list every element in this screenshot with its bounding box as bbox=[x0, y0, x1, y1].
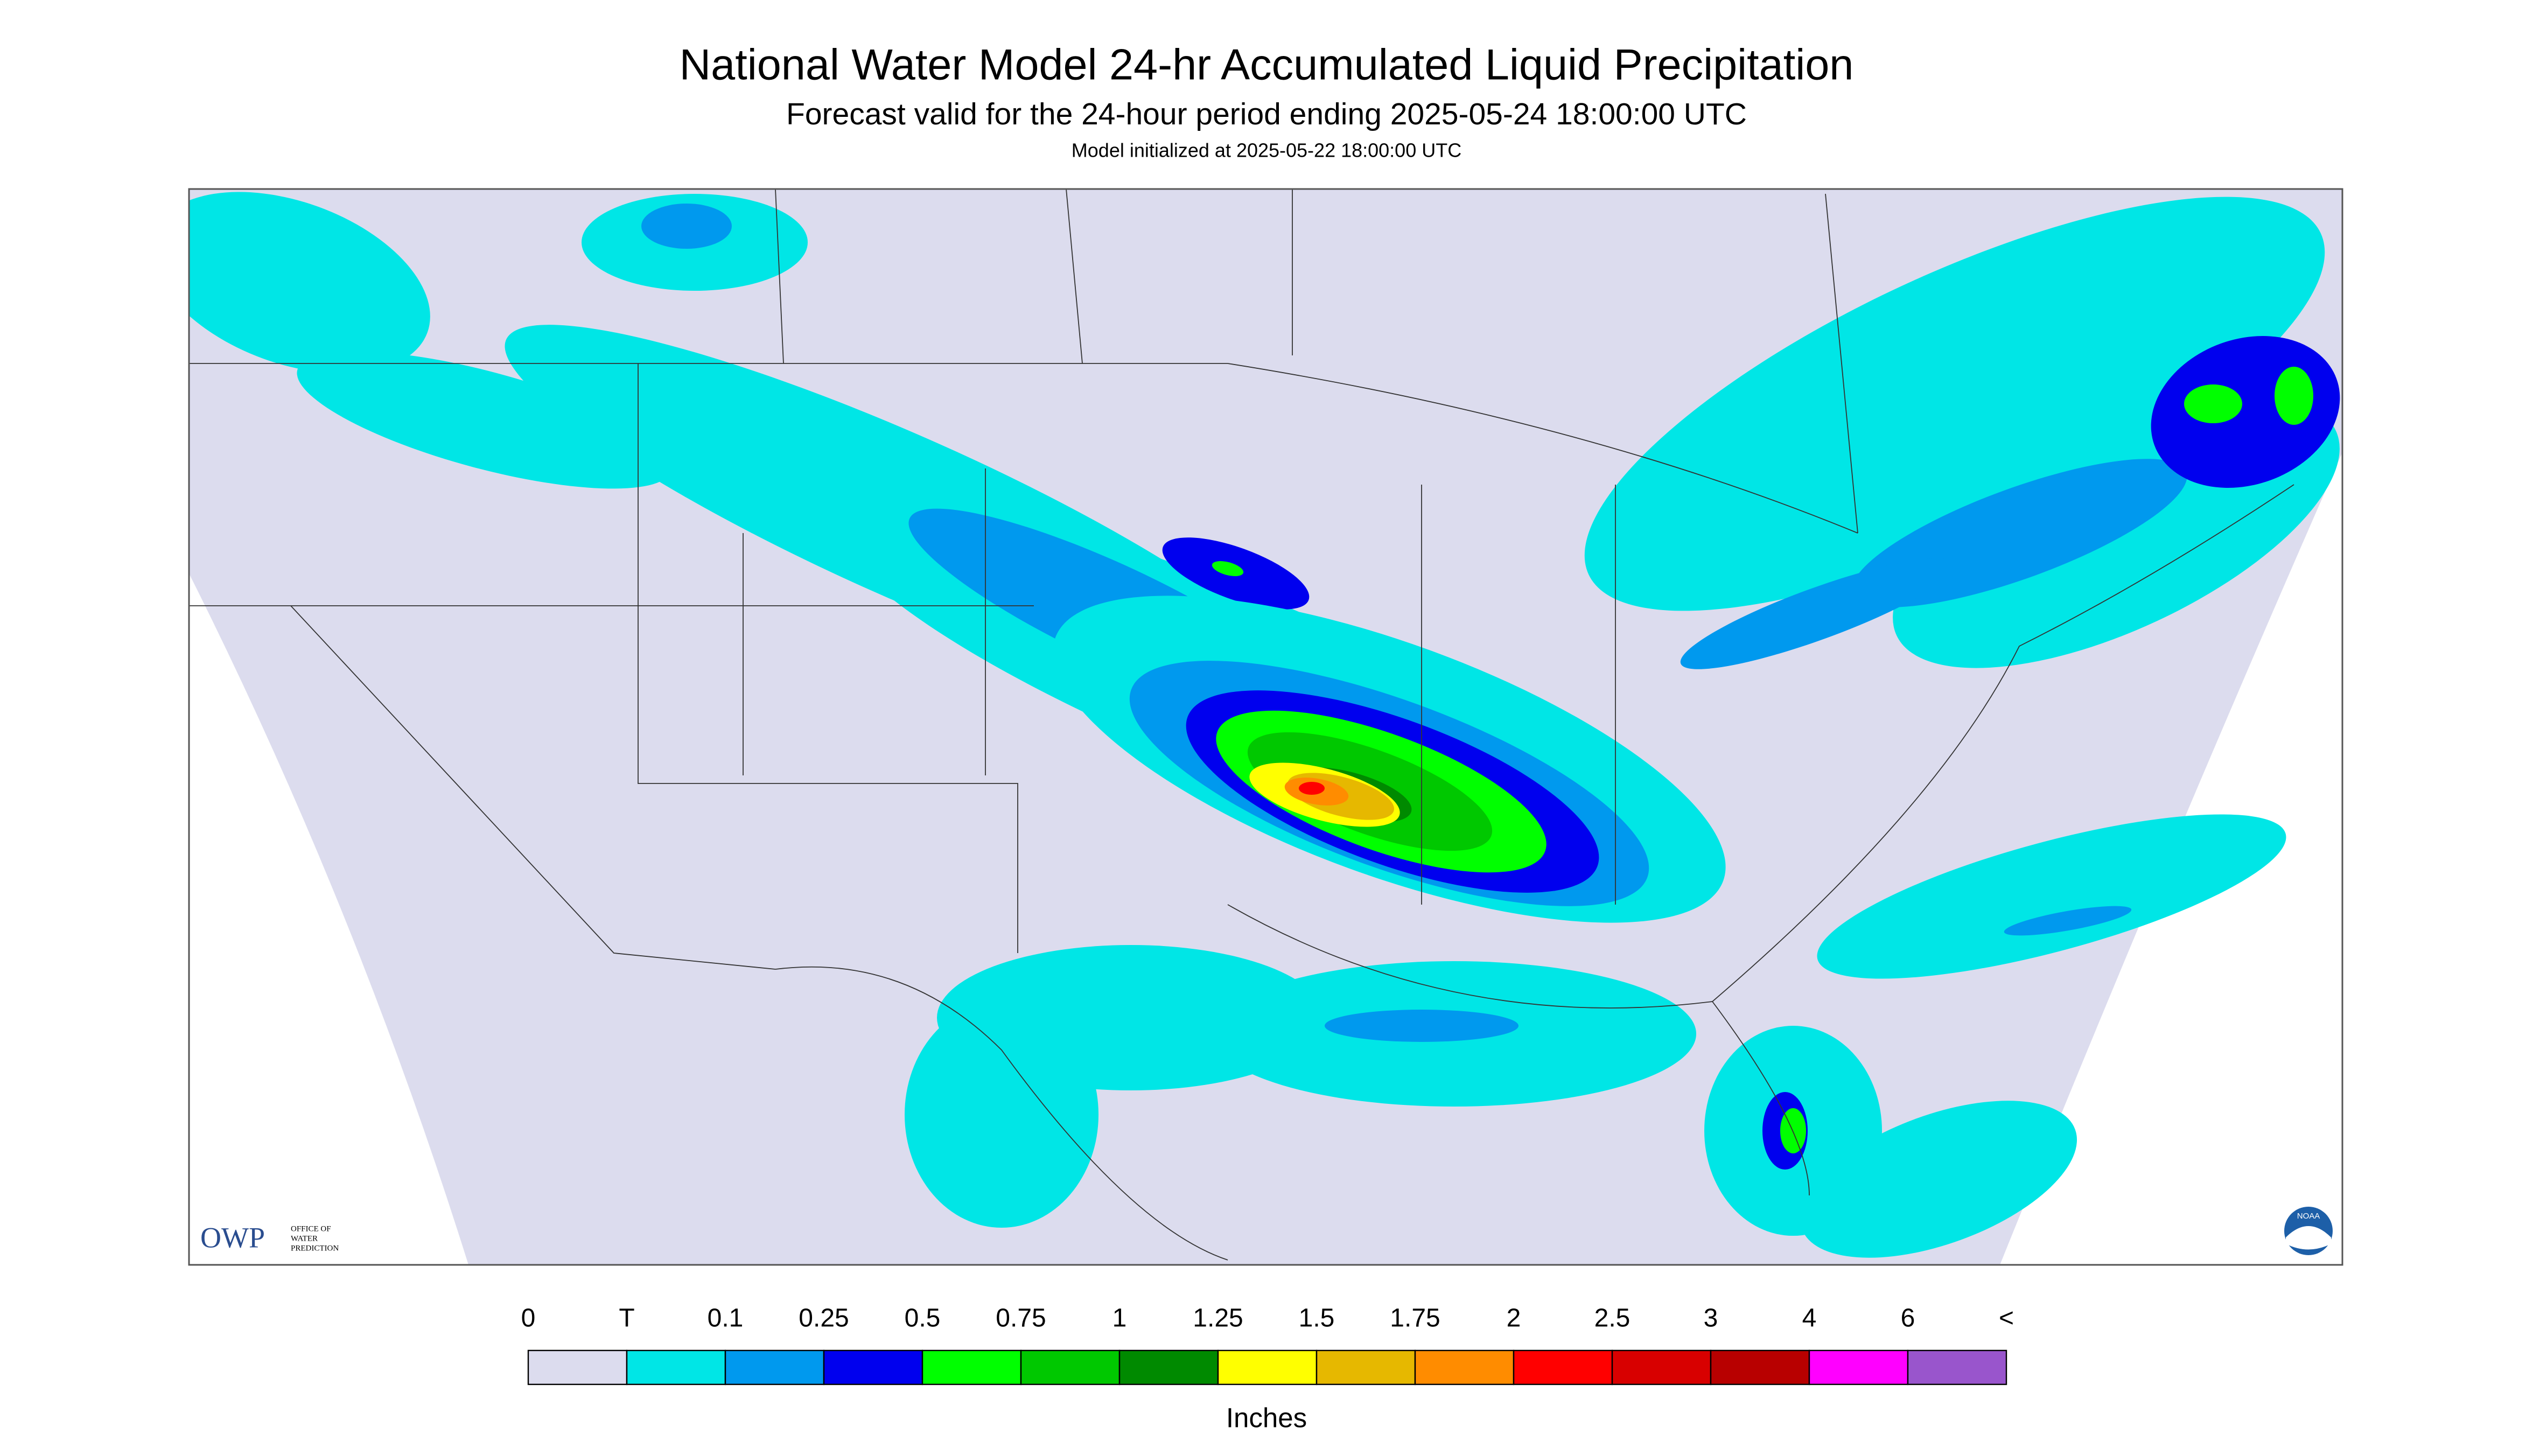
owp-name-line: WATER bbox=[291, 1234, 318, 1243]
legend-label: 1.25 bbox=[1193, 1304, 1243, 1333]
boundary-line bbox=[775, 966, 1228, 1261]
boundary-line bbox=[1066, 189, 1083, 364]
legend-swatch bbox=[1414, 1349, 1515, 1385]
legend-swatch bbox=[1710, 1349, 1810, 1385]
precip-area bbox=[2275, 367, 2313, 425]
precip-area bbox=[1817, 814, 2286, 979]
boundary-line bbox=[1227, 904, 1713, 1009]
legend-swatch bbox=[527, 1349, 628, 1385]
precip-area bbox=[1325, 1010, 1519, 1042]
owp-name-line: OFFICE OF bbox=[291, 1224, 331, 1233]
legend-label: 3 bbox=[1704, 1304, 1718, 1333]
title: National Water Model 24-hr Accumulated L… bbox=[680, 40, 1854, 89]
map-frame bbox=[188, 188, 2343, 1266]
legend-swatch bbox=[1118, 1349, 1219, 1385]
legend-swatch bbox=[1808, 1349, 1909, 1385]
precip-area bbox=[1212, 561, 1244, 576]
legend-label: 1 bbox=[1112, 1304, 1127, 1333]
legend-label: 2 bbox=[1507, 1304, 1521, 1333]
boundary-line bbox=[1712, 484, 2294, 1002]
legend-swatch bbox=[1513, 1349, 1613, 1385]
legend-label: 6 bbox=[1901, 1304, 1915, 1333]
legend-label: 0 bbox=[521, 1304, 536, 1333]
legend-label: T bbox=[619, 1304, 634, 1333]
legend-label: 0.5 bbox=[905, 1304, 941, 1333]
boundary-line bbox=[290, 605, 776, 970]
legend-unit: Inches bbox=[1226, 1402, 1307, 1433]
subtitle: Forecast valid for the 24-hour period en… bbox=[786, 97, 1747, 131]
legend-swatch bbox=[1611, 1349, 1712, 1385]
legend-swatch bbox=[921, 1349, 1022, 1385]
precip-area bbox=[1299, 782, 1325, 795]
legend-swatch bbox=[823, 1349, 923, 1385]
legend-label: 1.75 bbox=[1390, 1304, 1440, 1333]
legend-swatch bbox=[1020, 1349, 1121, 1385]
noaa-logo-text: NOAA bbox=[2297, 1212, 2320, 1221]
precip-area bbox=[641, 204, 732, 249]
legend-label: 4 bbox=[1802, 1304, 1817, 1333]
precip-area bbox=[297, 351, 673, 489]
precip-area bbox=[189, 192, 430, 374]
legend-label: 0.25 bbox=[799, 1304, 849, 1333]
boundary-line bbox=[1712, 1001, 1810, 1196]
precip-area bbox=[1584, 197, 2325, 611]
legend-label: 0.75 bbox=[996, 1304, 1046, 1333]
legend-label: < bbox=[1999, 1304, 2014, 1333]
legend-swatch bbox=[626, 1349, 726, 1385]
legend: 0 T 0.1 0.25 0.5 0.75 1 1.25 1.5 1.75 2 2.5 3 4 6 < bbox=[521, 1304, 2014, 1385]
precip-area bbox=[1800, 1101, 2077, 1258]
map bbox=[189, 189, 2342, 1265]
owp-name-line: PREDICTION bbox=[291, 1244, 339, 1252]
init-note: Model initialized at 2025-05-22 18:00:00… bbox=[1072, 139, 1461, 162]
legend-swatch bbox=[724, 1349, 825, 1385]
owp-logo: OWP bbox=[200, 1221, 265, 1254]
legend-label: 2.5 bbox=[1594, 1304, 1631, 1333]
legend-swatch bbox=[1217, 1349, 1318, 1385]
legend-label: 1.5 bbox=[1299, 1304, 1335, 1333]
precip-area bbox=[2184, 384, 2242, 424]
legend-swatch bbox=[1907, 1349, 2007, 1385]
precip-area bbox=[2004, 906, 2132, 936]
precip-area bbox=[1680, 558, 1955, 669]
boundary-line bbox=[1227, 363, 1858, 534]
boundary-line bbox=[638, 363, 1018, 954]
boundary-line bbox=[1825, 193, 1858, 534]
boundary-line bbox=[775, 189, 784, 364]
legend-swatch bbox=[1316, 1349, 1416, 1385]
precip-area bbox=[905, 1002, 1098, 1228]
legend-label: 0.1 bbox=[708, 1304, 744, 1333]
noaa-logo-wave bbox=[2286, 1226, 2331, 1250]
